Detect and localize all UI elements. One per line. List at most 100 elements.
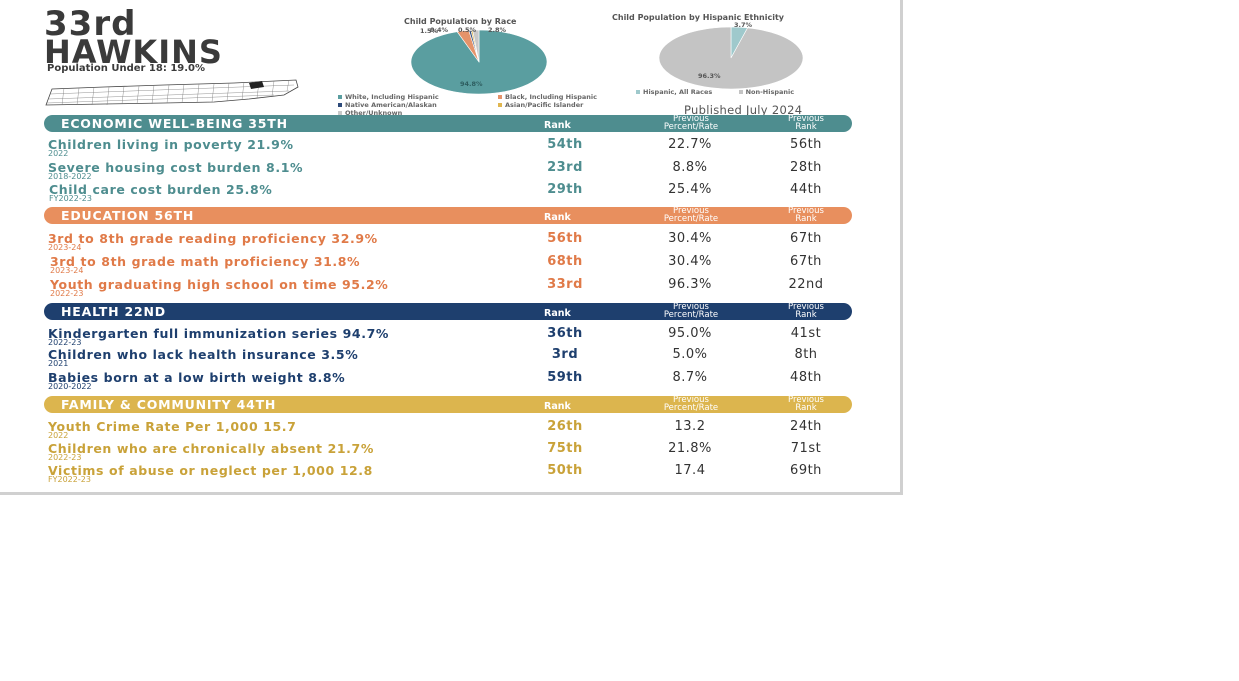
race-legend: White, Including Hispanic Native America… xyxy=(338,93,439,117)
indicator-previous-rank: 71st xyxy=(790,441,822,456)
indicator-label: Children living in poverty 21.9% xyxy=(48,137,294,152)
section-header-bar: FAMILY & COMMUNITY 44TH Rank Previous Perce… xyxy=(44,396,852,413)
indicator-rank: 26th xyxy=(547,419,583,434)
previous-rank-column-header: Previous Rank xyxy=(788,302,824,320)
rank-column-header: Rank xyxy=(544,120,571,131)
indicator-previous-value: 8.7% xyxy=(672,370,708,385)
indicator-previous-rank: 22nd xyxy=(788,277,824,292)
indicator-previous-rank: 8th xyxy=(794,347,818,362)
indicator-previous-rank: 28th xyxy=(790,160,822,175)
indicator-previous-value: 96.3% xyxy=(668,277,712,292)
race-label-native: 0.5% xyxy=(458,26,477,34)
county-name: HAWKINS xyxy=(44,33,223,71)
previous-rank-column-header: Previous Rank xyxy=(788,114,824,132)
indicator-rank: 33rd xyxy=(547,277,583,292)
pie-slice-non-hispanic xyxy=(658,26,804,90)
indicator-label: Babies born at a low birth weight 8.8% xyxy=(48,370,346,385)
section-header-bar: ECONOMIC WELL-BEING 35TH Rank Previous Perc… xyxy=(44,115,852,132)
indicator-previous-rank: 67th xyxy=(790,231,822,246)
rank-column-header: Rank xyxy=(544,308,571,319)
section-title: FAMILY & COMMUNITY 44TH xyxy=(61,397,277,412)
indicator-year: 2022 xyxy=(48,431,69,440)
indicator-previous-rank: 67th xyxy=(790,254,822,269)
indicator-previous-value: 30.4% xyxy=(668,254,712,269)
previous-percent-column-header: Previous Percent/Rate xyxy=(663,395,719,413)
indicator-label: 3rd to 8th grade math proficiency 31.8% xyxy=(50,254,361,269)
pie-slice-other-unknown xyxy=(472,29,480,63)
indicator-year: FY2022-23 xyxy=(49,194,92,203)
indicator-year: 2022 xyxy=(48,149,69,158)
indicator-year: 2023-24 xyxy=(50,266,84,275)
indicator-rank: 50th xyxy=(547,463,583,478)
indicator-year: FY2022-23 xyxy=(48,475,91,484)
indicator-rank: 68th xyxy=(547,254,583,269)
race-label-white: 94.8% xyxy=(460,80,483,88)
county-profile-card: 33rd HAWKINS Population Under 18: 19.0% … xyxy=(0,0,903,495)
indicator-rank: 59th xyxy=(547,370,583,385)
legend-native: Native American/Alaskan xyxy=(338,101,439,109)
race-legend-right: Black, Including Hispanic Asian/Pacific … xyxy=(498,93,597,109)
previous-percent-column-header: Previous Percent/Rate xyxy=(663,302,719,320)
indicator-year: 2020-2022 xyxy=(48,382,92,391)
indicator-year: 2021 xyxy=(48,359,69,368)
indicator-label: Child care cost burden 25.8% xyxy=(49,182,273,197)
previous-rank-column-header: Previous Rank xyxy=(788,206,824,224)
indicator-rank: 36th xyxy=(547,326,583,341)
indicator-previous-value: 21.8% xyxy=(668,441,712,456)
indicator-year: 2022-23 xyxy=(50,289,84,298)
ethnicity-legend: Hispanic, All Races Non-Hispanic xyxy=(636,88,794,96)
legend-non-hispanic: Non-Hispanic xyxy=(738,88,794,96)
indicator-label: Youth Crime Rate Per 1,000 15.7 xyxy=(48,419,297,434)
indicator-rank: 23rd xyxy=(547,160,583,175)
legend-asian: Asian/Pacific Islander xyxy=(498,101,597,109)
legend-hispanic: Hispanic, All Races xyxy=(636,88,712,96)
rank-column-header: Rank xyxy=(544,401,571,412)
indicator-previous-value: 95.0% xyxy=(668,326,712,341)
indicator-previous-rank: 69th xyxy=(790,463,822,478)
previous-rank-column-header: Previous Rank xyxy=(788,395,824,413)
race-label-other: 1.5% xyxy=(420,27,439,35)
indicator-previous-rank: 24th xyxy=(790,419,822,434)
section-title: ECONOMIC WELL-BEING 35TH xyxy=(61,116,288,131)
legend-black: Black, Including Hispanic xyxy=(498,93,597,101)
hawkins-county-highlight xyxy=(249,81,264,89)
legend-white: White, Including Hispanic xyxy=(338,93,439,101)
indicator-previous-value: 25.4% xyxy=(668,182,712,197)
indicator-previous-rank: 41st xyxy=(790,326,822,341)
rank-column-header: Rank xyxy=(544,212,571,223)
section-header-bar: HEALTH 22ND Rank Previous Percent/Rate Previ… xyxy=(44,303,852,320)
indicator-rank: 54th xyxy=(547,137,583,152)
section-title: EDUCATION 56TH xyxy=(61,208,195,223)
ethnicity-label-non-hispanic: 96.3% xyxy=(698,72,721,80)
indicator-label: 3rd to 8th grade reading proficiency 32.… xyxy=(48,231,378,246)
indicator-label: Children who lack health insurance 3.5% xyxy=(48,347,359,362)
ethnicity-label-hispanic: 3.7% xyxy=(734,21,753,29)
indicator-previous-value: 17.4 xyxy=(674,463,706,478)
indicator-label: Youth graduating high school on time 95.… xyxy=(50,277,389,292)
indicator-previous-value: 8.8% xyxy=(672,160,708,175)
ethnicity-pie-title: Child Population by Hispanic Ethnicity xyxy=(612,13,784,22)
indicator-previous-value: 30.4% xyxy=(668,231,712,246)
indicator-previous-rank: 48th xyxy=(790,370,822,385)
indicator-label: Kindergarten full immunization series 94… xyxy=(48,326,389,341)
race-label-asian: 0.4% xyxy=(430,26,449,34)
indicator-label: Victims of abuse or neglect per 1,000 12… xyxy=(48,463,373,478)
indicator-previous-value: 5.0% xyxy=(672,347,708,362)
indicator-rank: 3rd xyxy=(551,347,579,362)
published-date: Published July 2024 xyxy=(684,103,803,117)
race-pie-title: Child Population by Race xyxy=(404,17,517,26)
indicator-previous-rank: 56th xyxy=(790,137,822,152)
indicator-label: Children who are chronically absent 21.7… xyxy=(48,441,374,456)
indicator-year: 2018-2022 xyxy=(48,172,92,181)
indicator-previous-value: 13.2 xyxy=(674,419,706,434)
county-overall-rank: 33rd xyxy=(44,4,137,44)
indicator-rank: 56th xyxy=(547,231,583,246)
population-under-18: Population Under 18: 19.0% xyxy=(47,63,206,74)
indicator-rank: 75th xyxy=(547,441,583,456)
indicator-label: Severe housing cost burden 8.1% xyxy=(48,160,304,175)
legend-other: Other/Unknown xyxy=(338,109,439,117)
tennessee-county-map xyxy=(45,79,299,106)
previous-percent-column-header: Previous Percent/Rate xyxy=(663,206,719,224)
race-pie-chart xyxy=(410,29,548,94)
indicator-year: 2022-23 xyxy=(48,453,82,462)
